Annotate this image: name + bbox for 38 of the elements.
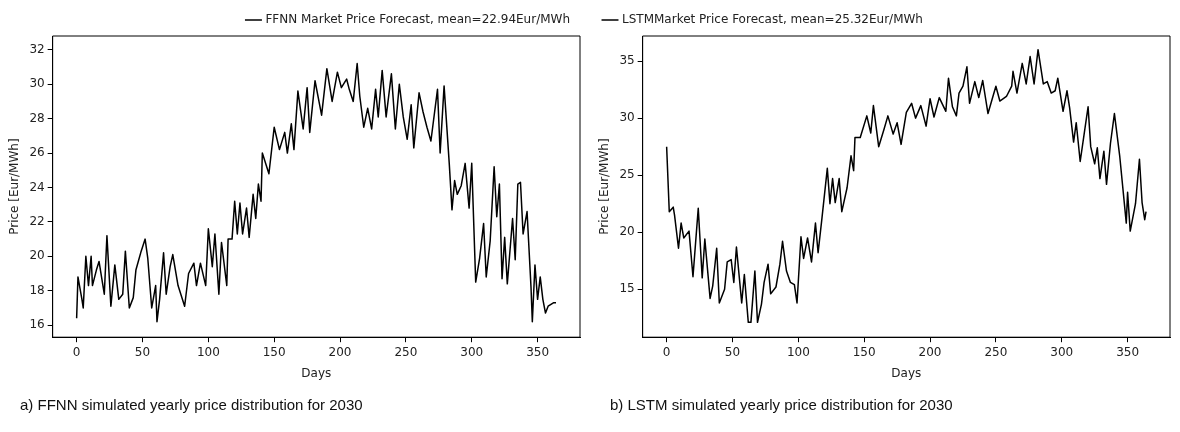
y-tick-label: 15 — [619, 281, 635, 296]
y-tick-label: 22 — [29, 214, 45, 229]
y-tick-label: 16 — [29, 317, 45, 332]
y-tick-label: 26 — [29, 145, 45, 160]
y-axis-title: Price [Eur/MWh] — [7, 138, 22, 235]
y-tick-label: 24 — [29, 179, 45, 194]
x-tick-label: 250 — [394, 344, 418, 359]
x-tick-label: 50 — [724, 344, 741, 359]
y-tick-label: 28 — [29, 110, 45, 125]
x-tick-label: 200 — [328, 344, 352, 359]
x-tick-label: 300 — [460, 344, 484, 359]
x-tick-label: 100 — [196, 344, 220, 359]
y-tick-label: 32 — [29, 41, 45, 56]
x-axis-title: Days — [301, 365, 332, 380]
x-tick-label: 350 — [1116, 344, 1140, 359]
x-tick-label: 200 — [918, 344, 942, 359]
y-tick-label: 20 — [29, 248, 45, 263]
x-tick-label: 150 — [262, 344, 286, 359]
x-tick-label: 350 — [526, 344, 550, 359]
y-tick-label: 25 — [619, 167, 635, 182]
y-tick-label: 20 — [619, 224, 635, 239]
x-tick-label: 0 — [72, 344, 81, 359]
x-tick-label: 150 — [852, 344, 876, 359]
text: b) LSTM simulated yearly price distribution for 2030 — [610, 396, 953, 413]
legend-label: LSTMMarket Price Forecast, mean=25.32Eur/MWh — [622, 12, 923, 27]
y-tick-label: 30 — [619, 110, 635, 125]
y-axis-title: Price [Eur/MWh] — [597, 138, 612, 235]
y-tick-label: 30 — [29, 76, 45, 91]
x-tick-label: 50 — [134, 344, 151, 359]
x-tick-label: 100 — [786, 344, 810, 359]
legend-label: FFNN Market Price Forecast, mean=22.94Eur/MWh — [265, 12, 570, 27]
x-axis-title: Days — [891, 365, 922, 380]
x-tick-label: 0 — [662, 344, 671, 359]
text: a) FFNN simulated yearly price distribution for 2030 — [20, 396, 363, 413]
y-tick-label: 18 — [29, 282, 45, 297]
y-tick-label: 35 — [619, 53, 635, 68]
x-tick-label: 250 — [984, 344, 1008, 359]
x-tick-label: 300 — [1050, 344, 1074, 359]
